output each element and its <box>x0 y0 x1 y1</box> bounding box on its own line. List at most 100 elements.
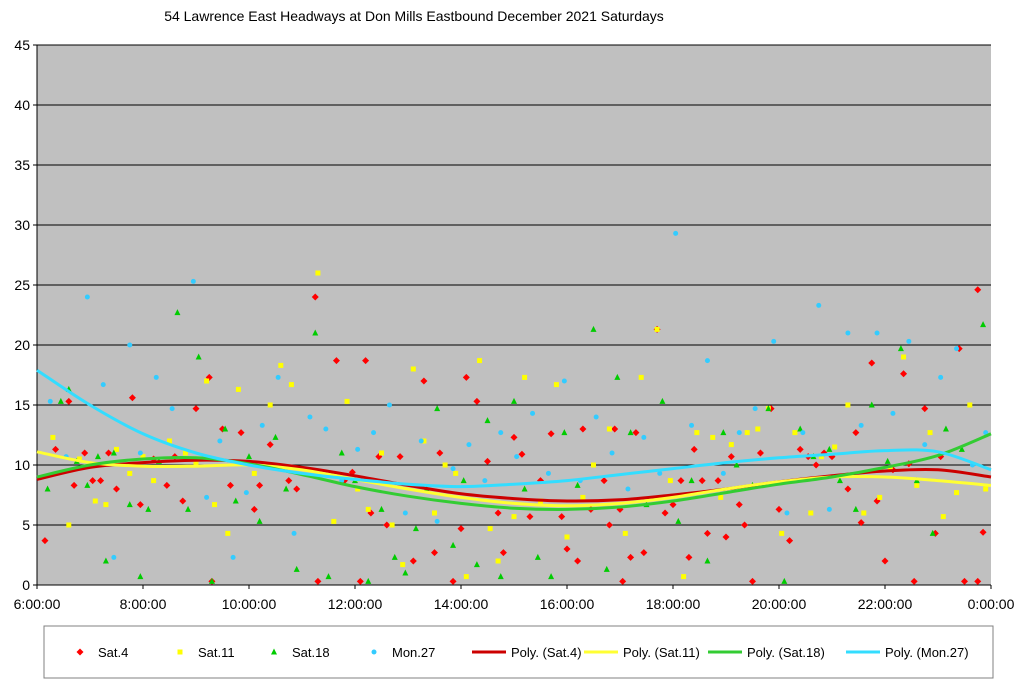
point-sat-4-50 <box>526 513 534 521</box>
point-mon-27-9 <box>190 278 196 284</box>
point-sat-11-8 <box>151 478 157 484</box>
point-sat-4-38 <box>420 377 428 385</box>
point-sat-4-6 <box>97 477 105 485</box>
point-sat-18-39 <box>511 397 517 404</box>
point-mon-27-18 <box>323 426 329 432</box>
point-sat-4-75 <box>722 533 730 541</box>
point-sat-4-36 <box>396 453 404 461</box>
point-mon-27-24 <box>418 438 424 444</box>
point-mon-27-54 <box>890 410 896 416</box>
point-sat-18-1 <box>57 397 64 404</box>
point-sat-18-57 <box>765 405 772 412</box>
point-sat-4-86 <box>812 461 820 469</box>
point-sat-18-8 <box>126 501 133 508</box>
point-sat-18-37 <box>484 417 491 424</box>
point-sat-11-37 <box>511 514 517 520</box>
point-mon-27-16 <box>291 530 297 536</box>
point-sat-18-54 <box>720 429 727 436</box>
point-sat-4-92 <box>868 359 876 367</box>
point-sat-11-48 <box>667 478 673 484</box>
point-sat-18-61 <box>826 445 833 452</box>
point-sat-4-80 <box>756 449 764 457</box>
legend-label-poly-sat-4: Poly. (Sat.4) <box>511 645 582 660</box>
point-sat-4-8 <box>113 485 120 493</box>
point-mon-27-10 <box>204 494 210 500</box>
point-mon-27-38 <box>641 434 647 440</box>
y-tick-label-35: 35 <box>14 157 30 173</box>
point-mon-27-26 <box>450 466 456 472</box>
point-sat-11-63 <box>861 510 867 516</box>
point-sat-11-21 <box>331 518 337 524</box>
point-sat-18-41 <box>534 553 541 560</box>
point-sat-4-53 <box>558 513 566 521</box>
point-sat-4-41 <box>449 577 457 585</box>
point-sat-11-64 <box>877 494 883 500</box>
point-mon-27-5 <box>127 342 133 348</box>
point-mon-27-13 <box>243 490 249 496</box>
point-sat-4-27 <box>314 577 322 585</box>
y-tick-label-15: 15 <box>14 397 30 413</box>
point-sat-4-21 <box>250 505 258 513</box>
x-tick-label-5: 16:00:00 <box>540 596 595 612</box>
legend-item-poly-sat-18: Poly. (Sat.18) <box>708 645 825 660</box>
point-mon-27-58 <box>954 346 960 352</box>
point-sat-4-64 <box>632 429 640 437</box>
point-mon-27-32 <box>545 470 551 476</box>
point-sat-11-15 <box>235 386 241 392</box>
point-sat-18-24 <box>325 573 332 580</box>
point-sat-11-50 <box>694 430 700 436</box>
point-sat-11-49 <box>681 574 687 580</box>
point-mon-27-33 <box>561 378 567 384</box>
y-tick-label-45: 45 <box>14 37 30 53</box>
legend-item-sat-4: Sat.4 <box>76 645 128 660</box>
point-sat-4-83 <box>786 537 794 545</box>
point-mon-27-27 <box>466 442 472 448</box>
point-sat-11-67 <box>914 482 920 488</box>
point-sat-11-32 <box>453 470 459 476</box>
point-mon-27-56 <box>922 442 928 448</box>
point-sat-18-64 <box>868 401 875 408</box>
point-mon-27-23 <box>402 510 408 516</box>
legend-item-poly-mon-27: Poly. (Mon.27) <box>846 645 969 660</box>
point-sat-18-0 <box>44 485 51 492</box>
point-sat-4-23 <box>266 441 274 449</box>
point-sat-4-20 <box>237 429 245 437</box>
point-sat-4-28 <box>332 357 340 365</box>
y-tick-label-40: 40 <box>14 97 30 113</box>
x-tick-label-6: 18:00:00 <box>646 596 701 612</box>
point-sat-18-45 <box>590 325 597 332</box>
point-sat-18-33 <box>434 405 441 412</box>
point-mon-27-28 <box>482 478 488 484</box>
point-sat-4-47 <box>499 549 507 557</box>
legend-swatch-mon-27 <box>371 649 377 655</box>
point-sat-11-53 <box>728 442 734 448</box>
point-sat-18-65 <box>884 457 891 464</box>
y-tick-label-0: 0 <box>22 577 30 593</box>
legend-box <box>43 625 994 679</box>
y-tick-label-25: 25 <box>14 277 30 293</box>
point-sat-4-104 <box>974 286 982 294</box>
point-sat-11-40 <box>553 382 559 388</box>
point-mon-27-51 <box>845 330 851 336</box>
point-sat-4-89 <box>844 485 852 493</box>
point-sat-18-42 <box>548 573 555 580</box>
point-sat-4-70 <box>685 553 693 561</box>
axis-layer: 0 5 10 15 20 25 30 35 40 45 6:00:00 8:00:00 10:00:00… <box>14 37 1015 612</box>
point-sat-4-69 <box>677 477 685 485</box>
point-mon-27-57 <box>938 374 944 380</box>
point-sat-4-91 <box>857 519 865 527</box>
point-sat-11-70 <box>954 490 960 496</box>
point-sat-18-66 <box>897 345 904 352</box>
point-mon-27-40 <box>673 230 679 236</box>
point-sat-4-3 <box>70 481 78 489</box>
point-sat-4-65 <box>640 549 648 557</box>
point-sat-11-11 <box>193 461 199 467</box>
point-sat-18-4 <box>84 481 91 488</box>
point-sat-11-29 <box>421 438 427 444</box>
point-sat-4-37 <box>409 557 417 565</box>
point-sat-11-9 <box>167 438 172 444</box>
point-sat-11-72 <box>983 486 989 492</box>
point-sat-11-38 <box>522 374 528 380</box>
point-sat-18-5 <box>94 453 101 460</box>
